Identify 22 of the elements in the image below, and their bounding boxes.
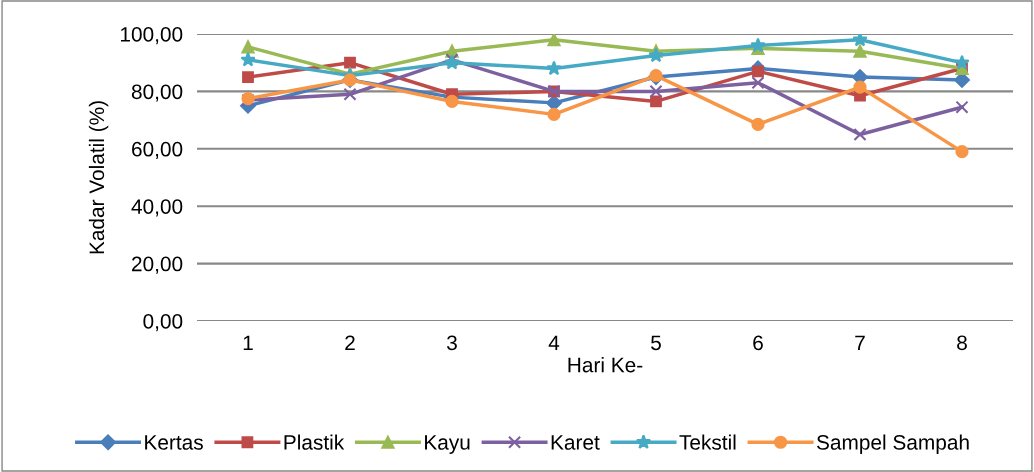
x-axis-title: Hari Ke- (568, 357, 643, 373)
x-tick-label: 6 (753, 335, 763, 351)
legend-label: Kertas (145, 435, 203, 450)
y-tick-label: 100,00 (120, 27, 183, 45)
legend-label: Karet (551, 435, 600, 450)
y-axis-title: Kadar Volatil (%) (88, 101, 109, 254)
legend-label: Plastik (284, 434, 345, 450)
x-tick-label: 5 (651, 335, 661, 351)
y-tick-label: 20,00 (132, 256, 183, 274)
x-tick-label: 8 (957, 335, 967, 351)
legend-label: Kayu (425, 435, 470, 454)
legend-label: Sampel Sampah (816, 434, 969, 454)
legend-label: Tekstil (679, 434, 736, 450)
x-tick-label: 4 (548, 335, 560, 350)
y-tick-label: 80,00 (131, 84, 183, 102)
y-tick-label: 40,00 (131, 199, 183, 217)
x-tick-label: 3 (447, 335, 457, 351)
x-tick-label: 7 (855, 335, 865, 350)
x-tick-label: 2 (345, 335, 355, 350)
y-tick-label: 0,00 (143, 314, 183, 332)
x-tick-label: 1 (243, 335, 253, 350)
y-tick-label: 60,00 (132, 141, 183, 160)
